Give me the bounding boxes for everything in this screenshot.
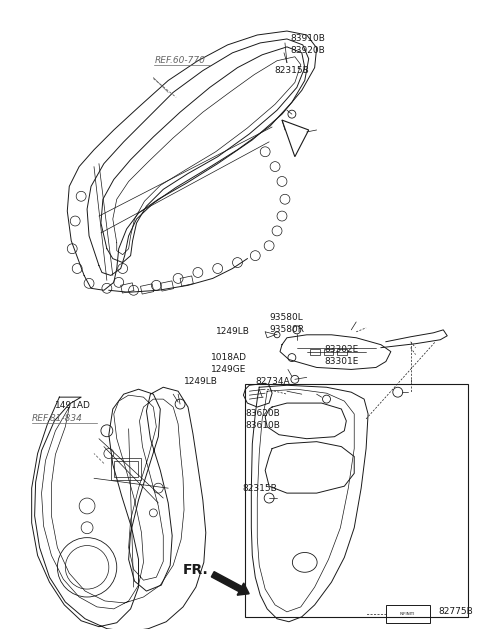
Text: 1018AD: 1018AD	[211, 353, 247, 362]
Text: 82315B: 82315B	[242, 483, 277, 493]
Bar	[120, 283, 134, 293]
Bar	[337, 349, 348, 355]
Text: REF.81-834: REF.81-834	[32, 415, 83, 423]
Bar	[111, 458, 141, 480]
Text: 1249LB: 1249LB	[184, 377, 218, 386]
Text: FR.: FR.	[183, 563, 209, 577]
Text: 83620B: 83620B	[245, 410, 280, 418]
Text: 83301E: 83301E	[324, 357, 359, 366]
Text: 93580R: 93580R	[269, 325, 304, 334]
Bar	[245, 384, 468, 617]
Text: 82775B: 82775B	[438, 607, 473, 616]
Text: 83920B: 83920B	[290, 46, 324, 56]
Text: 93580L: 93580L	[269, 313, 303, 322]
Text: REF.60-770: REF.60-770	[155, 56, 205, 65]
Bar	[180, 276, 193, 286]
Bar	[160, 281, 174, 291]
Text: 82734A: 82734A	[255, 377, 290, 386]
Text: 83302E: 83302E	[324, 345, 359, 354]
Bar	[141, 284, 154, 294]
Text: 83610B: 83610B	[245, 422, 280, 430]
Text: INFINITI: INFINITI	[400, 612, 415, 616]
Text: 1249LB: 1249LB	[216, 327, 250, 336]
Text: 82315B: 82315B	[274, 66, 309, 75]
Bar	[324, 349, 334, 355]
Bar	[386, 605, 431, 623]
FancyArrow shape	[211, 571, 249, 595]
Text: 83910B: 83910B	[290, 35, 325, 44]
Bar	[114, 461, 138, 477]
Bar	[310, 349, 320, 355]
Text: 1491AD: 1491AD	[55, 401, 91, 410]
Text: 1249GE: 1249GE	[211, 365, 246, 374]
